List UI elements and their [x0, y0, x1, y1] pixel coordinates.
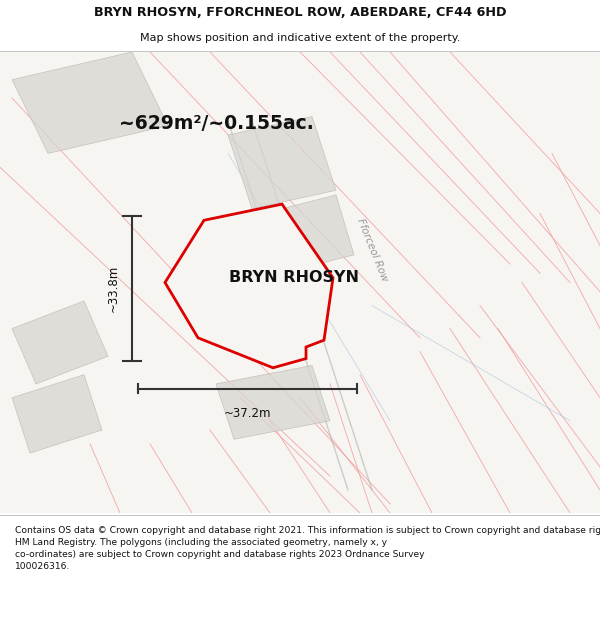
Text: ~629m²/~0.155ac.: ~629m²/~0.155ac.	[119, 114, 313, 133]
Polygon shape	[12, 52, 168, 153]
Text: Fforceol Row: Fforceol Row	[355, 217, 389, 283]
Text: ~33.8m: ~33.8m	[106, 264, 119, 312]
Polygon shape	[12, 301, 108, 384]
Text: BRYN RHOSYN: BRYN RHOSYN	[229, 271, 359, 286]
Text: BRYN RHOSYN, FFORCHNEOL ROW, ABERDARE, CF44 6HD: BRYN RHOSYN, FFORCHNEOL ROW, ABERDARE, C…	[94, 6, 506, 19]
Text: Map shows position and indicative extent of the property.: Map shows position and indicative extent…	[140, 34, 460, 44]
Polygon shape	[216, 366, 330, 439]
Text: ~37.2m: ~37.2m	[224, 408, 271, 421]
Polygon shape	[165, 204, 333, 368]
Text: Contains OS data © Crown copyright and database right 2021. This information is : Contains OS data © Crown copyright and d…	[15, 526, 600, 571]
Polygon shape	[12, 375, 102, 453]
Polygon shape	[228, 116, 336, 209]
Polygon shape	[264, 195, 354, 273]
